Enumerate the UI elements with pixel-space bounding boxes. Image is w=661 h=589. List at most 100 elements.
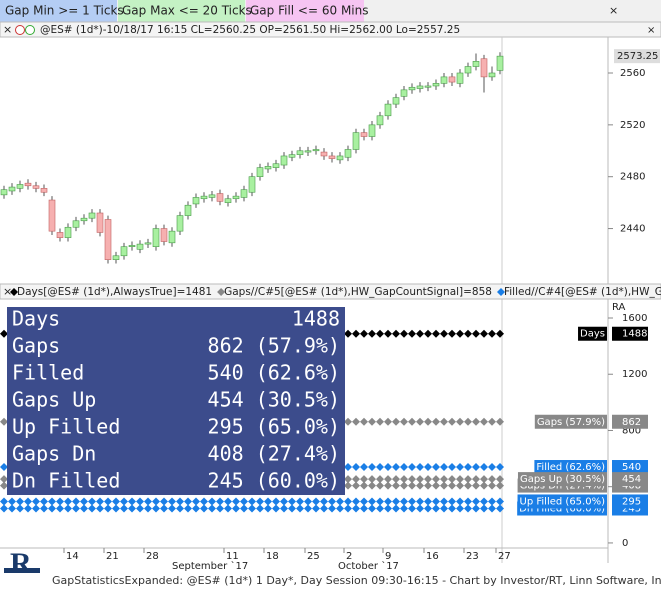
series-diamond bbox=[448, 475, 456, 484]
series-diamond bbox=[408, 417, 416, 426]
series-diamond bbox=[400, 329, 408, 338]
candle-body bbox=[88, 212, 96, 219]
series-diamond bbox=[376, 417, 384, 426]
series-diamond bbox=[328, 497, 336, 506]
series-diamond bbox=[424, 463, 432, 472]
candle-body bbox=[112, 255, 120, 260]
series-label: Dn Filled (60.0%) bbox=[519, 503, 605, 514]
series-diamond bbox=[496, 463, 504, 472]
y-tick-label: 2520 bbox=[620, 120, 645, 131]
x-tick-label: 16 bbox=[426, 551, 439, 562]
candle-body bbox=[408, 86, 416, 91]
stats-label: Days bbox=[12, 307, 60, 331]
series-diamond bbox=[376, 504, 384, 513]
candle-body bbox=[296, 150, 304, 155]
icon bbox=[25, 25, 35, 35]
y-tick-label: 800 bbox=[622, 425, 641, 436]
candle-body bbox=[456, 72, 464, 84]
series-diamond bbox=[464, 463, 472, 472]
series-value-box bbox=[612, 460, 648, 475]
series-diamond bbox=[136, 504, 144, 513]
series-diamond bbox=[488, 504, 496, 513]
series-value: 454 bbox=[622, 474, 641, 485]
series-diamond bbox=[344, 417, 352, 426]
series-diamond bbox=[312, 497, 320, 506]
series-diamond bbox=[392, 417, 400, 426]
panel-close[interactable]: × bbox=[3, 23, 12, 36]
toolbar-button[interactable] bbox=[0, 0, 117, 22]
candle-body bbox=[336, 155, 344, 161]
series-diamond bbox=[400, 463, 408, 472]
series-diamond bbox=[16, 497, 24, 506]
series-diamond bbox=[472, 504, 480, 513]
panel-close[interactable]: × bbox=[647, 25, 655, 36]
x-tick-label: 28 bbox=[146, 551, 159, 562]
series-diamond bbox=[408, 329, 416, 338]
candle-body bbox=[32, 185, 40, 189]
series-diamond bbox=[176, 497, 184, 506]
series-diamond bbox=[440, 329, 448, 338]
toolbar-button[interactable] bbox=[118, 0, 245, 22]
candle-body bbox=[232, 195, 240, 200]
toolbar-button-label[interactable]: Gap Fill <= 60 Mins bbox=[250, 4, 368, 18]
series-diamond bbox=[344, 329, 352, 338]
series-diamond bbox=[448, 329, 456, 338]
series-diamond bbox=[352, 463, 360, 472]
series-diamond bbox=[368, 475, 376, 484]
series-diamond bbox=[400, 504, 408, 513]
series-diamond bbox=[456, 475, 464, 484]
series-diamond bbox=[160, 504, 168, 513]
series-diamond bbox=[128, 504, 136, 513]
series-value: 862 bbox=[622, 417, 641, 428]
series-diamond bbox=[360, 475, 368, 484]
series-diamond bbox=[40, 497, 48, 506]
candle-body bbox=[400, 89, 408, 97]
series-diamond bbox=[280, 497, 288, 506]
series-diamond bbox=[496, 329, 504, 338]
series-diamond bbox=[440, 497, 448, 506]
series-diamond bbox=[272, 504, 280, 513]
candle-body bbox=[176, 215, 184, 232]
panel-close[interactable]: × bbox=[3, 285, 12, 298]
series-diamond bbox=[368, 497, 376, 506]
series-diamond bbox=[344, 504, 352, 513]
series-diamond bbox=[480, 497, 488, 506]
series-diamond bbox=[368, 504, 376, 513]
series-diamond bbox=[272, 497, 280, 506]
series-diamond bbox=[72, 497, 80, 506]
series-diamond bbox=[344, 463, 352, 472]
stats-value: 862 (57.9%) bbox=[208, 334, 340, 358]
toolbar-button[interactable] bbox=[246, 0, 364, 22]
candle-body bbox=[144, 242, 152, 245]
candle-body bbox=[288, 154, 296, 158]
series-value-box bbox=[612, 414, 648, 429]
series-diamond bbox=[248, 497, 256, 506]
candle-body bbox=[96, 212, 104, 233]
series-diamond bbox=[352, 504, 360, 513]
candle-body bbox=[136, 243, 144, 250]
series-diamond bbox=[0, 463, 8, 472]
series-diamond bbox=[408, 497, 416, 506]
series-diamond bbox=[456, 417, 464, 426]
series-diamond bbox=[352, 417, 360, 426]
series-diamond bbox=[456, 329, 464, 338]
stats-label: Up Filled bbox=[12, 415, 120, 439]
series-diamond bbox=[432, 504, 440, 513]
series-diamond bbox=[152, 497, 160, 506]
series-diamond bbox=[0, 329, 8, 338]
scale-button[interactable]: RA bbox=[612, 302, 626, 313]
candle-body bbox=[248, 176, 256, 193]
series-diamond bbox=[328, 504, 336, 513]
series-diamond bbox=[488, 475, 496, 484]
candle-body bbox=[16, 184, 24, 189]
toolbar-button-label[interactable]: Gap Min >= 1 Ticks bbox=[5, 4, 124, 18]
series-diamond bbox=[440, 463, 448, 472]
candle-body bbox=[0, 189, 8, 196]
series-diamond bbox=[480, 329, 488, 338]
close-button[interactable]: × bbox=[609, 4, 618, 17]
toolbar-button-label[interactable]: Gap Max <= 20 Ticks bbox=[122, 4, 252, 18]
series-label-box bbox=[517, 494, 607, 509]
series-diamond bbox=[232, 497, 240, 506]
series-diamond bbox=[16, 504, 24, 513]
series-label-box bbox=[534, 460, 607, 475]
